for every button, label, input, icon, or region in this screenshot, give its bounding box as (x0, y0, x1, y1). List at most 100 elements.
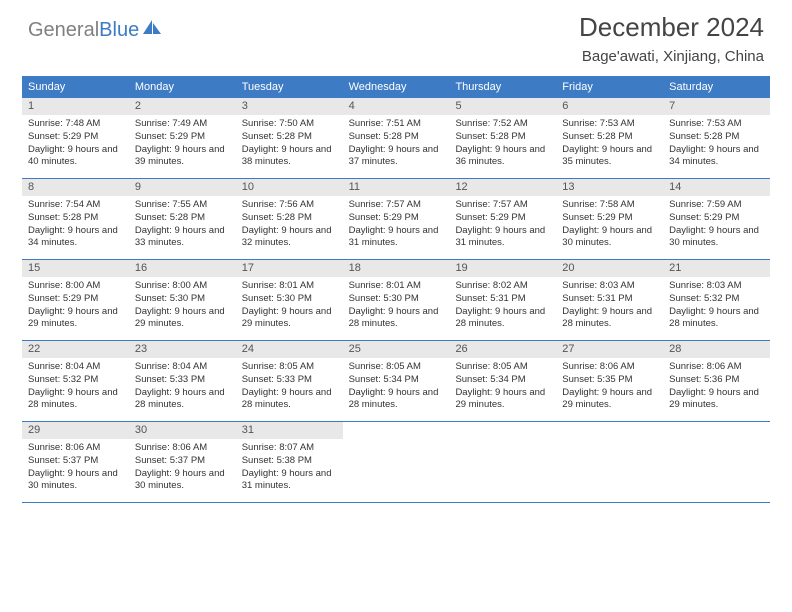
day-cell: 13Sunrise: 7:58 AMSunset: 5:29 PMDayligh… (556, 179, 663, 259)
day-cell: 18Sunrise: 8:01 AMSunset: 5:30 PMDayligh… (343, 260, 450, 340)
day-body: Sunrise: 7:58 AMSunset: 5:29 PMDaylight:… (556, 196, 663, 254)
day-number: 29 (22, 422, 129, 439)
day-body: Sunrise: 8:05 AMSunset: 5:34 PMDaylight:… (343, 358, 450, 416)
logo-text-1: General (28, 19, 99, 42)
logo-text-2: Blue (99, 19, 139, 42)
day-number: 19 (449, 260, 556, 277)
calendar-grid: SundayMondayTuesdayWednesdayThursdayFrid… (22, 76, 770, 503)
day-cell: 9Sunrise: 7:55 AMSunset: 5:28 PMDaylight… (129, 179, 236, 259)
day-cell: 17Sunrise: 8:01 AMSunset: 5:30 PMDayligh… (236, 260, 343, 340)
day-body: Sunrise: 7:57 AMSunset: 5:29 PMDaylight:… (343, 196, 450, 254)
day-number: 5 (449, 98, 556, 115)
day-body: Sunrise: 7:49 AMSunset: 5:29 PMDaylight:… (129, 115, 236, 173)
week-row: 29Sunrise: 8:06 AMSunset: 5:37 PMDayligh… (22, 422, 770, 503)
day-number: 11 (343, 179, 450, 196)
day-number: 12 (449, 179, 556, 196)
day-number: 14 (663, 179, 770, 196)
day-body: Sunrise: 8:00 AMSunset: 5:29 PMDaylight:… (22, 277, 129, 335)
day-body: Sunrise: 8:06 AMSunset: 5:37 PMDaylight:… (22, 439, 129, 497)
week-row: 8Sunrise: 7:54 AMSunset: 5:28 PMDaylight… (22, 179, 770, 260)
day-number: 17 (236, 260, 343, 277)
day-number: 9 (129, 179, 236, 196)
day-body: Sunrise: 8:04 AMSunset: 5:33 PMDaylight:… (129, 358, 236, 416)
day-cell: 22Sunrise: 8:04 AMSunset: 5:32 PMDayligh… (22, 341, 129, 421)
day-number: 18 (343, 260, 450, 277)
day-number (343, 422, 450, 427)
day-body: Sunrise: 8:01 AMSunset: 5:30 PMDaylight:… (236, 277, 343, 335)
day-number: 28 (663, 341, 770, 358)
day-body: Sunrise: 8:00 AMSunset: 5:30 PMDaylight:… (129, 277, 236, 335)
day-number: 25 (343, 341, 450, 358)
day-body: Sunrise: 8:06 AMSunset: 5:36 PMDaylight:… (663, 358, 770, 416)
day-cell: 23Sunrise: 8:04 AMSunset: 5:33 PMDayligh… (129, 341, 236, 421)
day-body: Sunrise: 8:02 AMSunset: 5:31 PMDaylight:… (449, 277, 556, 335)
day-number: 3 (236, 98, 343, 115)
day-body: Sunrise: 7:53 AMSunset: 5:28 PMDaylight:… (556, 115, 663, 173)
day-header-row: SundayMondayTuesdayWednesdayThursdayFrid… (22, 77, 770, 98)
day-number: 4 (343, 98, 450, 115)
day-cell: 1Sunrise: 7:48 AMSunset: 5:29 PMDaylight… (22, 98, 129, 178)
day-header: Wednesday (343, 77, 450, 98)
day-number: 2 (129, 98, 236, 115)
day-cell: 19Sunrise: 8:02 AMSunset: 5:31 PMDayligh… (449, 260, 556, 340)
day-number: 26 (449, 341, 556, 358)
day-cell (556, 422, 663, 502)
page-title: December 2024 (579, 12, 764, 43)
day-number: 23 (129, 341, 236, 358)
day-cell: 12Sunrise: 7:57 AMSunset: 5:29 PMDayligh… (449, 179, 556, 259)
day-cell: 7Sunrise: 7:53 AMSunset: 5:28 PMDaylight… (663, 98, 770, 178)
day-number (556, 422, 663, 427)
day-header: Friday (556, 77, 663, 98)
day-number: 30 (129, 422, 236, 439)
day-body: Sunrise: 8:05 AMSunset: 5:34 PMDaylight:… (449, 358, 556, 416)
day-number: 10 (236, 179, 343, 196)
day-body: Sunrise: 8:06 AMSunset: 5:37 PMDaylight:… (129, 439, 236, 497)
day-number: 7 (663, 98, 770, 115)
day-body: Sunrise: 7:56 AMSunset: 5:28 PMDaylight:… (236, 196, 343, 254)
day-cell: 5Sunrise: 7:52 AMSunset: 5:28 PMDaylight… (449, 98, 556, 178)
day-body: Sunrise: 8:03 AMSunset: 5:31 PMDaylight:… (556, 277, 663, 335)
day-header: Tuesday (236, 77, 343, 98)
day-body: Sunrise: 7:48 AMSunset: 5:29 PMDaylight:… (22, 115, 129, 173)
day-cell: 28Sunrise: 8:06 AMSunset: 5:36 PMDayligh… (663, 341, 770, 421)
day-body: Sunrise: 7:59 AMSunset: 5:29 PMDaylight:… (663, 196, 770, 254)
day-cell: 25Sunrise: 8:05 AMSunset: 5:34 PMDayligh… (343, 341, 450, 421)
day-number: 8 (22, 179, 129, 196)
day-cell: 21Sunrise: 8:03 AMSunset: 5:32 PMDayligh… (663, 260, 770, 340)
day-number: 20 (556, 260, 663, 277)
day-cell: 6Sunrise: 7:53 AMSunset: 5:28 PMDaylight… (556, 98, 663, 178)
day-cell: 29Sunrise: 8:06 AMSunset: 5:37 PMDayligh… (22, 422, 129, 502)
day-number: 22 (22, 341, 129, 358)
day-cell: 16Sunrise: 8:00 AMSunset: 5:30 PMDayligh… (129, 260, 236, 340)
logo: GeneralBlue (28, 18, 163, 42)
day-number: 21 (663, 260, 770, 277)
day-cell: 24Sunrise: 8:05 AMSunset: 5:33 PMDayligh… (236, 341, 343, 421)
day-number: 6 (556, 98, 663, 115)
weeks-container: 1Sunrise: 7:48 AMSunset: 5:29 PMDaylight… (22, 98, 770, 503)
day-number (663, 422, 770, 427)
day-body: Sunrise: 8:04 AMSunset: 5:32 PMDaylight:… (22, 358, 129, 416)
day-body: Sunrise: 8:05 AMSunset: 5:33 PMDaylight:… (236, 358, 343, 416)
day-cell: 14Sunrise: 7:59 AMSunset: 5:29 PMDayligh… (663, 179, 770, 259)
day-body: Sunrise: 7:55 AMSunset: 5:28 PMDaylight:… (129, 196, 236, 254)
day-cell (663, 422, 770, 502)
day-cell: 30Sunrise: 8:06 AMSunset: 5:37 PMDayligh… (129, 422, 236, 502)
day-number: 16 (129, 260, 236, 277)
day-body: Sunrise: 8:07 AMSunset: 5:38 PMDaylight:… (236, 439, 343, 497)
day-cell: 27Sunrise: 8:06 AMSunset: 5:35 PMDayligh… (556, 341, 663, 421)
day-cell: 3Sunrise: 7:50 AMSunset: 5:28 PMDaylight… (236, 98, 343, 178)
day-body: Sunrise: 8:01 AMSunset: 5:30 PMDaylight:… (343, 277, 450, 335)
day-cell: 10Sunrise: 7:56 AMSunset: 5:28 PMDayligh… (236, 179, 343, 259)
day-number: 27 (556, 341, 663, 358)
day-cell: 26Sunrise: 8:05 AMSunset: 5:34 PMDayligh… (449, 341, 556, 421)
day-header: Sunday (22, 77, 129, 98)
day-number: 31 (236, 422, 343, 439)
day-cell (343, 422, 450, 502)
day-body: Sunrise: 7:54 AMSunset: 5:28 PMDaylight:… (22, 196, 129, 254)
day-cell: 31Sunrise: 8:07 AMSunset: 5:38 PMDayligh… (236, 422, 343, 502)
day-header: Monday (129, 77, 236, 98)
day-header: Thursday (449, 77, 556, 98)
day-body: Sunrise: 7:57 AMSunset: 5:29 PMDaylight:… (449, 196, 556, 254)
day-body: Sunrise: 8:06 AMSunset: 5:35 PMDaylight:… (556, 358, 663, 416)
week-row: 15Sunrise: 8:00 AMSunset: 5:29 PMDayligh… (22, 260, 770, 341)
